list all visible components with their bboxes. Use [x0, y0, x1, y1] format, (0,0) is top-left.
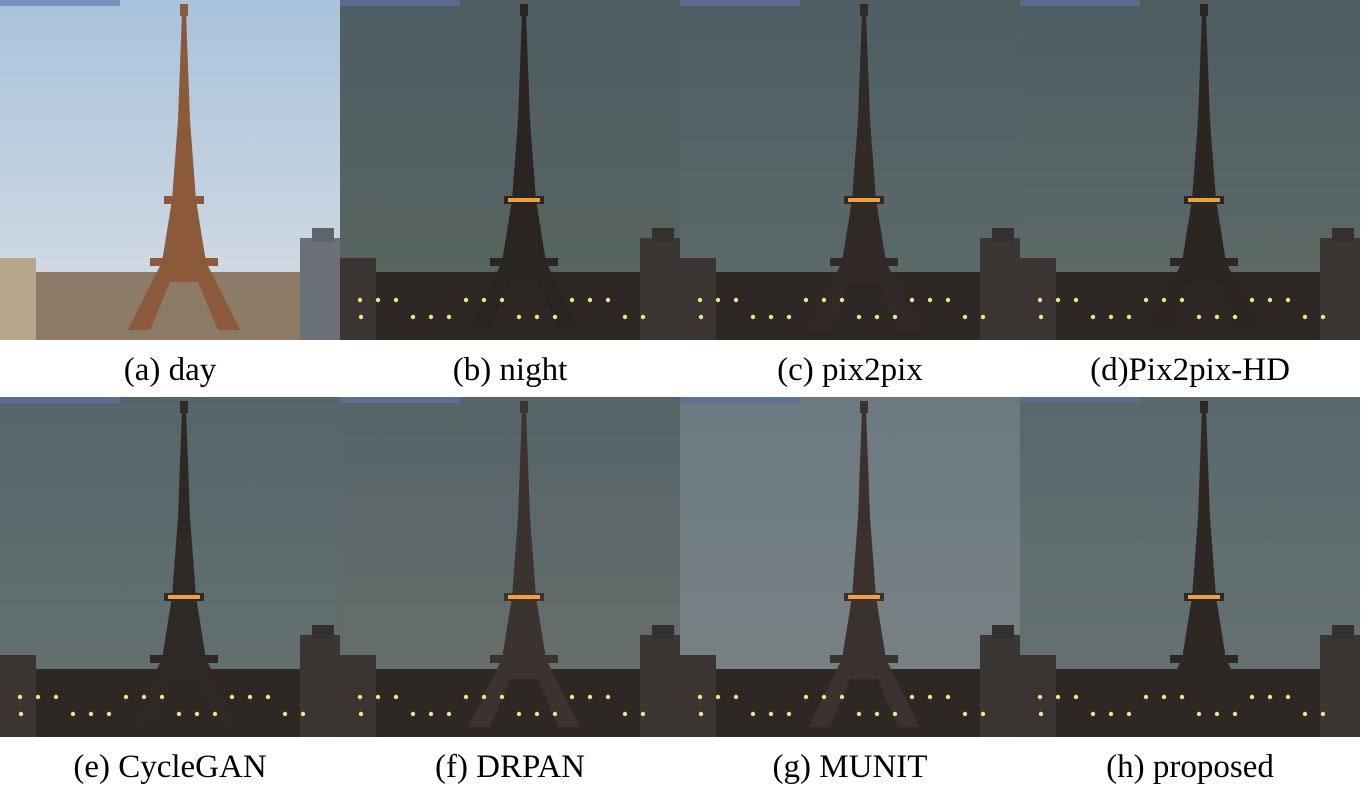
image-e [0, 397, 340, 737]
caption-c: (c) pix2pix [680, 346, 1020, 394]
caption-a: (a) day [0, 346, 340, 394]
eiffel-photo-e [0, 397, 340, 737]
eiffel-photo-g [680, 397, 1020, 737]
image-g [680, 397, 1020, 737]
caption-g: (g) MUNIT [680, 743, 1020, 791]
caption-h: (h) proposed [1020, 743, 1360, 791]
caption-b: (b) night [340, 346, 680, 394]
image-d [1020, 0, 1360, 340]
eiffel-photo-a [0, 0, 340, 340]
eiffel-photo-h [1020, 397, 1360, 737]
image-a [0, 0, 340, 340]
image-c [680, 0, 1020, 340]
eiffel-photo-f [340, 397, 680, 737]
caption-e: (e) CycleGAN [0, 743, 340, 791]
image-b [340, 0, 680, 340]
caption-f: (f) DRPAN [340, 743, 680, 791]
image-f [340, 397, 680, 737]
eiffel-photo-d [1020, 0, 1360, 340]
eiffel-photo-b [340, 0, 680, 340]
image-h [1020, 397, 1360, 737]
caption-d: (d)Pix2pix-HD [1020, 346, 1360, 394]
eiffel-photo-c [680, 0, 1020, 340]
